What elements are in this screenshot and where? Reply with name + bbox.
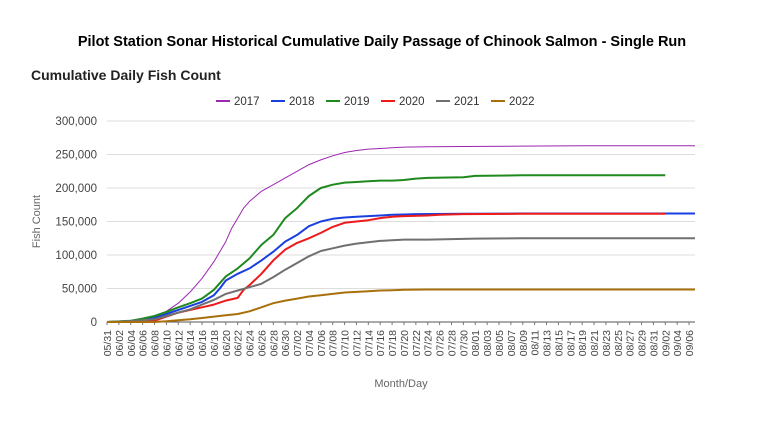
x-tick-label: 07/02 — [292, 330, 304, 356]
x-tick-label: 06/12 — [173, 330, 185, 356]
x-tick-label: 06/30 — [280, 330, 292, 356]
x-tick-label: 07/12 — [351, 330, 363, 356]
x-tick-label: 08/25 — [613, 330, 625, 356]
y-tick-label: 50,000 — [62, 284, 97, 296]
x-tick-label: 07/26 — [435, 330, 447, 356]
x-tick-label: 08/05 — [494, 330, 506, 356]
x-tick-label: 05/31 — [102, 330, 114, 356]
x-tick-label: 07/08 — [328, 330, 340, 356]
page-title: Pilot Station Sonar Historical Cumulativ… — [77, 34, 687, 50]
legend-label: 2022 — [509, 96, 535, 108]
gridlines — [107, 120, 695, 323]
legend-label: 2018 — [289, 96, 315, 108]
series-line-2021 — [106, 237, 695, 323]
x-tick-label: 08/01 — [470, 330, 482, 356]
x-tick-label: 07/24 — [423, 330, 435, 356]
x-axis: 05/31 06/02 06/04 06/06 06/08 06/10 06/12 06/14… — [102, 322, 696, 356]
x-tick-label: 08/21 — [589, 330, 601, 356]
x-tick-label: 06/20 — [221, 330, 233, 356]
y-tick-label: 250,000 — [55, 150, 97, 162]
legend-label: 2021 — [454, 96, 480, 108]
x-tick-label: 06/14 — [185, 330, 197, 356]
series-line-2018 — [106, 212, 695, 323]
legend-label: 2017 — [234, 96, 260, 108]
x-tick-label: 08/27 — [625, 330, 637, 356]
x-tick-label: 07/14 — [363, 330, 375, 356]
legend: 2017 2018 2019 2020 2021 2022 — [216, 96, 535, 108]
x-tick-label: 08/15 — [553, 330, 565, 356]
x-tick-label: 08/29 — [637, 330, 649, 356]
x-tick-label: 07/20 — [399, 330, 411, 356]
x-tick-label: 08/09 — [518, 330, 530, 356]
x-tick-label: 08/17 — [565, 330, 577, 356]
x-tick-label: 08/31 — [648, 330, 660, 356]
x-tick-label: 08/13 — [542, 330, 554, 356]
x-tick-label: 06/04 — [126, 330, 138, 356]
x-tick-label: 06/16 — [197, 330, 209, 356]
x-tick-label: 07/30 — [458, 330, 470, 356]
x-tick-label: 08/19 — [577, 330, 589, 356]
legend-label: 2020 — [399, 96, 425, 108]
series-lines — [106, 145, 695, 323]
x-tick-label: 07/04 — [304, 330, 316, 356]
y-axis: 0 50,000 100,000 150,000 200,000 250,000 300,0… — [55, 116, 97, 329]
x-tick-label: 08/11 — [530, 330, 542, 356]
y-tick-label: 150,000 — [55, 217, 97, 229]
x-tick-label: 06/26 — [256, 330, 268, 356]
x-tick-label: 07/06 — [316, 330, 328, 356]
x-tick-label: 07/28 — [446, 330, 458, 356]
x-axis-title: Month/Day — [374, 378, 428, 390]
x-tick-label: 09/06 — [684, 330, 696, 356]
x-tick-label: 09/04 — [672, 330, 684, 356]
x-tick-label: 06/06 — [138, 330, 150, 356]
x-tick-label: 06/08 — [150, 330, 162, 356]
y-axis-title: Fish Count — [31, 195, 43, 248]
x-tick-label: 09/02 — [660, 330, 672, 356]
y-tick-label: 100,000 — [55, 250, 97, 262]
series-line-2022 — [107, 288, 695, 323]
chart-title: Cumulative Daily Fish Count — [31, 67, 221, 83]
x-tick-label: 08/07 — [506, 330, 518, 356]
x-tick-label: 06/28 — [268, 330, 280, 356]
y-tick-label: 300,000 — [55, 116, 97, 128]
x-tick-label: 07/16 — [375, 330, 387, 356]
x-tick-label: 06/10 — [161, 330, 173, 356]
x-tick-label: 06/02 — [114, 330, 126, 356]
x-tick-label: 08/03 — [482, 330, 494, 356]
x-tick-label: 06/24 — [245, 330, 257, 356]
x-tick-label: 07/22 — [411, 330, 423, 356]
x-tick-label: 07/18 — [387, 330, 399, 356]
y-tick-label: 200,000 — [55, 183, 97, 195]
x-tick-label: 06/22 — [233, 330, 245, 356]
x-tick-label: 08/23 — [601, 330, 613, 356]
series-line-2017 — [106, 145, 695, 323]
y-tick-label: 0 — [91, 317, 97, 329]
x-tick-label: 07/10 — [340, 330, 352, 356]
legend-label: 2019 — [344, 96, 370, 108]
x-tick-label: 06/18 — [209, 330, 221, 356]
series-line-2019 — [106, 174, 666, 323]
